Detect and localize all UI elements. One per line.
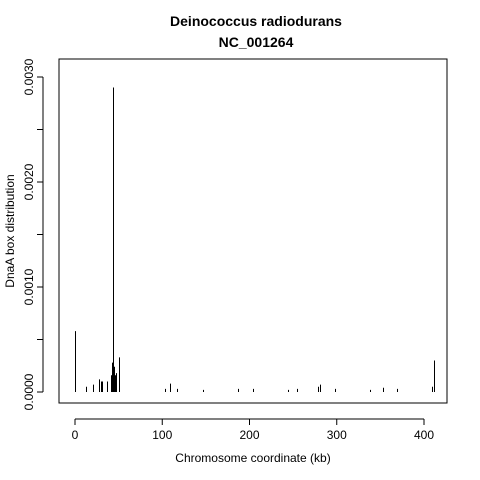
- y-tick-label: 0.0030: [22, 58, 36, 95]
- x-tick-label: 0: [72, 428, 79, 442]
- x-tick-label: 400: [414, 428, 434, 442]
- x-axis-label: Chromosome coordinate (kb): [175, 451, 330, 465]
- chart-subtitle: NC_001264: [219, 34, 294, 50]
- data-bars: [75, 87, 435, 392]
- chart-title: Deinococcus radiodurans: [170, 13, 342, 29]
- x-axis: 0 100 200 300 400: [72, 418, 434, 442]
- y-tick-label: 0.0010: [22, 268, 36, 305]
- y-axis: 0.0000 0.0010 0.0020 0.0030: [22, 58, 44, 410]
- y-axis-label: DnaA box distribution: [3, 174, 17, 287]
- y-tick-label: 0.0000: [22, 373, 36, 410]
- plot-frame: [58, 58, 448, 404]
- x-tick-label: 200: [239, 428, 259, 442]
- y-tick-label: 0.0020: [22, 163, 36, 200]
- x-tick-label: 300: [327, 428, 347, 442]
- x-tick-label: 100: [152, 428, 172, 442]
